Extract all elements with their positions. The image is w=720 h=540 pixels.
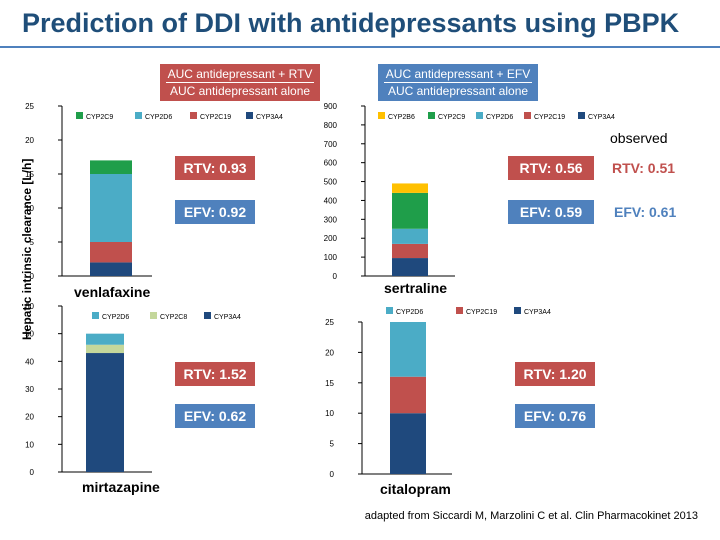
observed-header: observed — [610, 130, 668, 146]
venlafaxine-tick-label-15: 15 — [25, 170, 34, 179]
citalopram-rtv-predicted: RTV: 1.20 — [515, 362, 595, 386]
mirtazapine-tick-label-40: 40 — [25, 357, 34, 366]
efv-ratio-header: AUC antidepressant + EFV AUC antidepress… — [378, 64, 538, 101]
sertraline-legend-label-cyp3a4: CYP3A4 — [588, 114, 615, 121]
mirtazapine-tick-label-30: 30 — [25, 385, 34, 394]
sertraline-tick-label-900: 900 — [324, 102, 338, 111]
sertraline-tick-label-500: 500 — [324, 178, 338, 187]
venlafaxine-legend-label-cyp2d6: CYP2D6 — [145, 114, 172, 121]
mirtazapine-name: mirtazapine — [82, 479, 160, 495]
venlafaxine-tick-label-25: 25 — [25, 102, 34, 111]
sertraline-legend-swatch-cyp3a4 — [578, 112, 585, 119]
mirtazapine-tick-label-10: 10 — [25, 440, 34, 449]
efv-ratio-denominator: AUC antidepressant alone — [387, 84, 529, 98]
citalopram-tick-label-15: 15 — [325, 379, 334, 388]
mirtazapine-legend-swatch-cyp3a4 — [204, 312, 211, 319]
sertraline-bar-cyp2b6 — [392, 183, 428, 193]
sertraline-legend-swatch-cyp2b6 — [378, 112, 385, 119]
rtv-ratio-denominator: AUC antidepressant alone — [169, 84, 311, 98]
mirtazapine-tick-label-20: 20 — [25, 413, 34, 422]
venlafaxine-name: venlafaxine — [74, 284, 151, 300]
citalopram-legend-swatch-cyp2c19 — [456, 307, 463, 314]
citalopram-tick-label-25: 25 — [325, 318, 334, 327]
sertraline-rtv-predicted: RTV: 0.56 — [508, 156, 594, 180]
venlafaxine-bar-cyp2d6 — [90, 174, 132, 242]
sertraline-rtv-observed: RTV: 0.51 — [612, 160, 676, 176]
venlafaxine-bar-cyp2c9 — [90, 160, 132, 174]
sertraline-efv-observed: EFV: 0.61 — [614, 204, 677, 220]
sertraline-tick-label-400: 400 — [324, 196, 338, 205]
sertraline-legend-swatch-cyp2c19 — [524, 112, 531, 119]
mirtazapine-tick-label-50: 50 — [25, 330, 34, 339]
citalopram-legend-label-cyp2d6: CYP2D6 — [396, 309, 423, 316]
venlafaxine-tick-label-0: 0 — [30, 272, 35, 281]
venlafaxine-rtv-predicted: RTV: 0.93 — [175, 156, 255, 180]
venlafaxine-bar-cyp3a4 — [90, 262, 132, 276]
citalopram-efv-predicted: EFV: 0.76 — [515, 404, 595, 428]
venlafaxine-legend-label-cyp3a4: CYP3A4 — [256, 114, 283, 121]
sertraline-legend-swatch-cyp2c9 — [428, 112, 435, 119]
mirtazapine-legend-label-cyp2c8: CYP2C8 — [160, 314, 187, 321]
sertraline-tick-label-800: 800 — [324, 121, 338, 130]
sertraline-name: sertraline — [384, 280, 448, 296]
citalopram-legend-swatch-cyp3a4 — [514, 307, 521, 314]
mirtazapine-efv-predicted: EFV: 0.62 — [175, 404, 255, 428]
sertraline-bar-cyp2c19 — [392, 243, 428, 259]
title-divider — [0, 46, 720, 48]
mirtazapine-bar-cyp2c8 — [86, 344, 124, 354]
mirtazapine-bar-cyp3a4 — [86, 353, 124, 472]
mirtazapine-legend-swatch-cyp2d6 — [92, 312, 99, 319]
venlafaxine-bar-cyp2c19 — [90, 242, 132, 263]
sertraline-bar-cyp3a4 — [392, 258, 428, 276]
rtv-ratio-header: AUC antidepressant + RTV AUC antidepress… — [160, 64, 320, 101]
page-title: Prediction of DDI with antidepressants u… — [22, 8, 680, 38]
mirtazapine-tick-label-60: 60 — [25, 302, 34, 311]
venlafaxine-legend-swatch-cyp2d6 — [135, 112, 142, 119]
venlafaxine-legend-label-cyp2c9: CYP2C9 — [86, 114, 113, 121]
venlafaxine-tick-label-10: 10 — [25, 204, 34, 213]
sertraline-efv-predicted: EFV: 0.59 — [508, 200, 594, 224]
citalopram-tick-label-20: 20 — [325, 348, 334, 357]
efv-ratio-numerator: AUC antidepressant + EFV — [384, 67, 532, 83]
citalopram-name: citalopram — [380, 481, 451, 497]
citalopram-legend-label-cyp2c19: CYP2C19 — [466, 309, 497, 316]
sertraline-legend-label-cyp2d6: CYP2D6 — [486, 114, 513, 121]
mirtazapine-rtv-predicted: RTV: 1.52 — [175, 362, 255, 386]
venlafaxine-legend-swatch-cyp3a4 — [246, 112, 253, 119]
mirtazapine-tick-label-0: 0 — [30, 468, 35, 477]
sertraline-tick-label-700: 700 — [324, 140, 338, 149]
citalopram-tick-label-10: 10 — [325, 409, 334, 418]
sertraline-tick-label-100: 100 — [324, 253, 338, 262]
sertraline-bar-cyp2c9 — [392, 192, 428, 229]
venlafaxine-tick-label-20: 20 — [25, 136, 34, 145]
venlafaxine-legend-swatch-cyp2c9 — [76, 112, 83, 119]
citalopram-bar-cyp3a4 — [390, 413, 426, 474]
citalopram-bar-cyp2c19 — [390, 376, 426, 414]
sertraline-tick-label-200: 200 — [324, 234, 338, 243]
source-note: adapted from Siccardi M, Marzolini C et … — [364, 510, 698, 522]
venlafaxine-legend-swatch-cyp2c19 — [190, 112, 197, 119]
rtv-ratio-numerator: AUC antidepressant + RTV — [166, 67, 314, 83]
sertraline-tick-label-0: 0 — [333, 272, 338, 281]
sertraline-bar-cyp2d6 — [392, 228, 428, 244]
citalopram-bar-cyp2d6 — [390, 322, 426, 377]
sertraline-tick-label-600: 600 — [324, 159, 338, 168]
venlafaxine-efv-predicted: EFV: 0.92 — [175, 200, 255, 224]
sertraline-legend-label-cyp2c9: CYP2C9 — [438, 114, 465, 121]
mirtazapine-legend-label-cyp2d6: CYP2D6 — [102, 314, 129, 321]
sertraline-legend-label-cyp2c19: CYP2C19 — [534, 114, 565, 121]
sertraline-tick-label-300: 300 — [324, 215, 338, 224]
citalopram-tick-label-0: 0 — [330, 470, 335, 479]
citalopram-legend-swatch-cyp2d6 — [386, 307, 393, 314]
sertraline-legend-label-cyp2b6: CYP2B6 — [388, 114, 415, 121]
citalopram-legend-label-cyp3a4: CYP3A4 — [524, 309, 551, 316]
mirtazapine-bar-cyp2d6 — [86, 333, 124, 345]
venlafaxine-tick-label-5: 5 — [30, 238, 35, 247]
citalopram-tick-label-5: 5 — [330, 440, 335, 449]
mirtazapine-legend-swatch-cyp2c8 — [150, 312, 157, 319]
sertraline-legend-swatch-cyp2d6 — [476, 112, 483, 119]
venlafaxine-legend-label-cyp2c19: CYP2C19 — [200, 114, 231, 121]
mirtazapine-legend-label-cyp3a4: CYP3A4 — [214, 314, 241, 321]
